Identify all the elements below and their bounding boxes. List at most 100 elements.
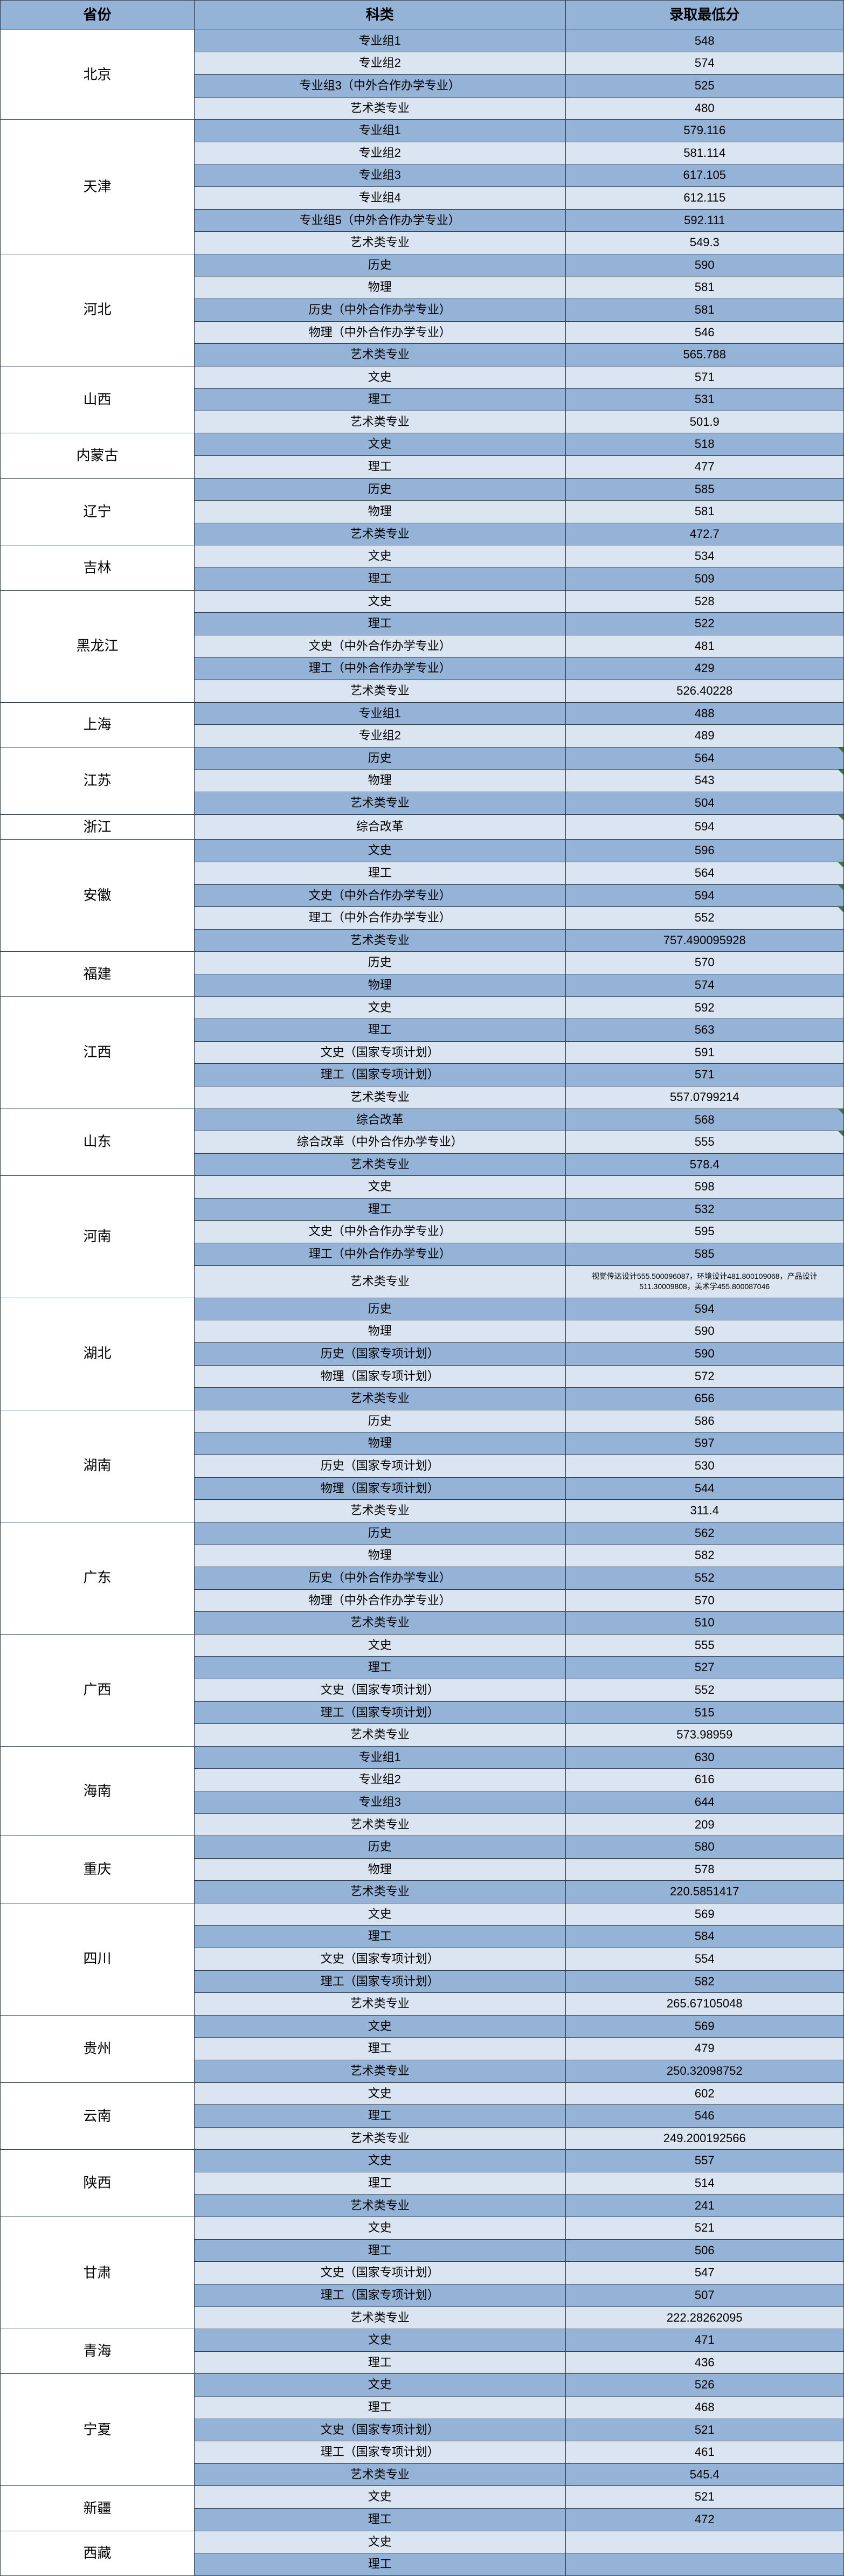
category-cell: 专业组1 bbox=[194, 30, 565, 52]
category-cell: 理工 bbox=[194, 2172, 565, 2195]
score-cell: 595 bbox=[565, 1221, 843, 1243]
category-cell: 艺术类专业 bbox=[194, 97, 565, 120]
score-cell: 521 bbox=[565, 2486, 843, 2509]
table-row: 安徽文史596 bbox=[1, 840, 844, 862]
category-cell: 文史 bbox=[194, 1634, 565, 1657]
score-cell: 562 bbox=[565, 1522, 843, 1545]
category-cell: 艺术类专业 bbox=[194, 1612, 565, 1635]
category-cell: 文史（国家专项计划） bbox=[194, 1041, 565, 1064]
province-cell: 山西 bbox=[1, 366, 195, 433]
score-cell: 585 bbox=[565, 478, 843, 501]
province-cell: 河南 bbox=[1, 1176, 195, 1298]
table-row: 广西文史555 bbox=[1, 1634, 844, 1657]
table-row: 湖南历史586 bbox=[1, 1410, 844, 1432]
score-cell: 574 bbox=[565, 52, 843, 75]
score-cell: 526.40228 bbox=[565, 680, 843, 703]
category-cell: 文史 bbox=[194, 433, 565, 456]
table-row: 青海文史471 bbox=[1, 2329, 844, 2352]
score-cell: 597 bbox=[565, 1432, 843, 1455]
score-cell: 564 bbox=[565, 747, 843, 770]
score-cell: 549.3 bbox=[565, 232, 843, 254]
score-cell: 570 bbox=[565, 1589, 843, 1612]
category-cell: 艺术类专业 bbox=[194, 1388, 565, 1410]
table-row: 浙江综合改革594 bbox=[1, 814, 844, 840]
table-row: 上海专业组1488 bbox=[1, 702, 844, 725]
category-cell: 理工 bbox=[194, 613, 565, 635]
province-cell: 贵州 bbox=[1, 2015, 195, 2082]
score-cell: 656 bbox=[565, 1388, 843, 1410]
header-province: 省份 bbox=[1, 1, 195, 30]
score-cell: 471 bbox=[565, 2329, 843, 2352]
category-cell: 文史 bbox=[194, 2486, 565, 2509]
score-cell: 602 bbox=[565, 2082, 843, 2105]
category-cell: 文史 bbox=[194, 2015, 565, 2038]
province-cell: 四川 bbox=[1, 1903, 195, 2015]
score-cell: 578 bbox=[565, 1858, 843, 1881]
category-cell: 艺术类专业 bbox=[194, 1813, 565, 1836]
category-cell: 专业组2 bbox=[194, 52, 565, 75]
category-cell: 艺术类专业 bbox=[194, 792, 565, 814]
category-cell: 理工 bbox=[194, 2038, 565, 2060]
score-cell: 557.0799214 bbox=[565, 1086, 843, 1109]
province-cell: 宁夏 bbox=[1, 2374, 195, 2486]
table-row: 河南文史598 bbox=[1, 1176, 844, 1199]
score-cell: 586 bbox=[565, 1410, 843, 1432]
score-cell: 569 bbox=[565, 1903, 843, 1926]
score-cell: 545.4 bbox=[565, 2463, 843, 2486]
table-row: 北京专业组1548 bbox=[1, 30, 844, 52]
score-cell: 543 bbox=[565, 770, 843, 792]
category-cell: 文史 bbox=[194, 2217, 565, 2240]
category-cell: 物理 bbox=[194, 1320, 565, 1343]
category-cell: 物理（中外合作办学专业） bbox=[194, 321, 565, 344]
province-cell: 湖南 bbox=[1, 1410, 195, 1522]
category-cell: 专业组5（中外合作办学专业） bbox=[194, 209, 565, 232]
category-cell: 专业组1 bbox=[194, 120, 565, 142]
score-cell: 592 bbox=[565, 996, 843, 1019]
category-cell: 专业组1 bbox=[194, 1746, 565, 1769]
header-score: 录取最低分 bbox=[565, 1, 843, 30]
category-cell: 艺术类专业 bbox=[194, 2463, 565, 2486]
table-row: 天津专业组1579.116 bbox=[1, 120, 844, 142]
score-cell: 488 bbox=[565, 702, 843, 725]
score-cell: 555 bbox=[565, 1131, 843, 1154]
score-cell: 547 bbox=[565, 2262, 843, 2284]
category-cell: 历史 bbox=[194, 1410, 565, 1432]
category-cell: 综合改革 bbox=[194, 1109, 565, 1131]
score-cell: 530 bbox=[565, 1455, 843, 1478]
score-cell: 555 bbox=[565, 1634, 843, 1657]
score-cell: 579.116 bbox=[565, 120, 843, 142]
score-cell: 578.4 bbox=[565, 1153, 843, 1176]
category-cell: 艺术类专业 bbox=[194, 2194, 565, 2217]
score-cell: 557 bbox=[565, 2150, 843, 2172]
table-row: 云南文史602 bbox=[1, 2082, 844, 2105]
category-cell: 理工 bbox=[194, 1198, 565, 1221]
table-row: 宁夏文史526 bbox=[1, 2374, 844, 2397]
table-row: 内蒙古文史518 bbox=[1, 433, 844, 456]
category-cell: 理工 bbox=[194, 389, 565, 411]
score-cell: 630 bbox=[565, 1746, 843, 1769]
category-cell: 物理 bbox=[194, 770, 565, 792]
score-cell: 531 bbox=[565, 389, 843, 411]
province-cell: 吉林 bbox=[1, 545, 195, 590]
category-cell: 文史（中外合作办学专业） bbox=[194, 1221, 565, 1243]
score-cell: 518 bbox=[565, 433, 843, 456]
score-cell: 521 bbox=[565, 2419, 843, 2441]
score-cell: 552 bbox=[565, 907, 843, 930]
category-cell: 艺术类专业 bbox=[194, 2127, 565, 2150]
score-cell: 581 bbox=[565, 276, 843, 299]
category-cell: 文史（中外合作办学专业） bbox=[194, 884, 565, 907]
province-cell: 云南 bbox=[1, 2082, 195, 2150]
score-cell: 514 bbox=[565, 2172, 843, 2195]
table-row: 福建历史570 bbox=[1, 952, 844, 974]
province-cell: 浙江 bbox=[1, 814, 195, 840]
score-cell: 612.115 bbox=[565, 186, 843, 209]
province-cell: 上海 bbox=[1, 702, 195, 747]
score-cell: 590 bbox=[565, 1320, 843, 1343]
score-cell: 544 bbox=[565, 1477, 843, 1500]
province-cell: 内蒙古 bbox=[1, 433, 195, 478]
score-cell: 571 bbox=[565, 1064, 843, 1086]
admission-score-table: 省份 科类 录取最低分 北京专业组1548专业组2574专业组3（中外合作办学专… bbox=[0, 0, 844, 2576]
category-cell: 物理 bbox=[194, 276, 565, 299]
category-cell: 物理 bbox=[194, 1858, 565, 1881]
province-cell: 西藏 bbox=[1, 2531, 195, 2575]
